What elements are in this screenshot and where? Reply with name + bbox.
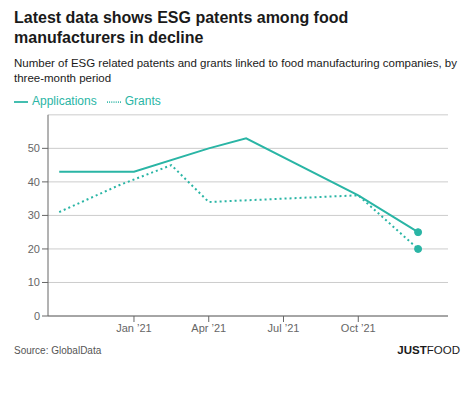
html-text:Latest data shows ESG patents: Latest data shows ESG patents among food… (14, 9, 349, 46)
html-text:JUST FOOD: JUST FOOD (397, 344, 460, 356)
html-text:Grants: Grants (124, 94, 161, 108)
svg-text:0: 0 (34, 310, 40, 322)
svg-text:Jan ’21: Jan ’21 (116, 322, 151, 334)
svg-text:Apr ’21: Apr ’21 (191, 322, 226, 334)
svg-text:40: 40 (28, 176, 40, 188)
html-text:Applications: Applications (32, 94, 97, 108)
svg-text:50: 50 (28, 142, 40, 154)
html-text:Number of ESG related patents: Number of ESG related patents and grants… (14, 57, 457, 84)
svg-text:Jul ’21: Jul ’21 (268, 322, 300, 334)
svg-text:10: 10 (28, 276, 40, 288)
svg-text:30: 30 (28, 209, 40, 221)
svg-text:Oct ’21: Oct ’21 (341, 322, 376, 334)
html-text:Source: GlobalData: Source: GlobalData (14, 345, 102, 356)
svg-text:20: 20 (28, 243, 40, 255)
